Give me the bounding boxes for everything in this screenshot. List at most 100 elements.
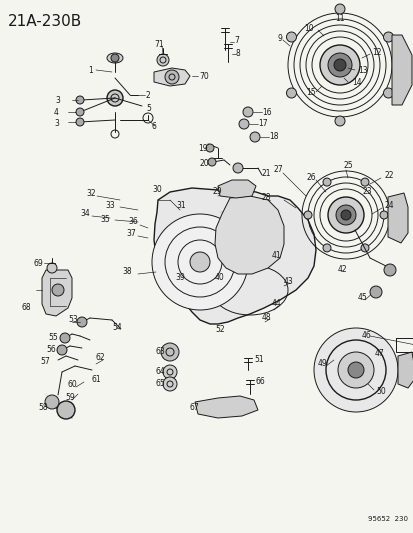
Text: 3: 3 [54, 118, 59, 127]
Text: 4: 4 [54, 108, 59, 117]
Text: 65: 65 [156, 379, 165, 389]
Text: 45: 45 [357, 294, 367, 303]
Text: 19: 19 [197, 143, 207, 152]
Circle shape [335, 205, 355, 225]
Text: 31: 31 [176, 201, 185, 211]
Text: 63: 63 [156, 348, 165, 357]
Text: 7: 7 [233, 36, 238, 44]
Text: 49: 49 [317, 359, 327, 368]
Circle shape [152, 214, 247, 310]
Text: 37: 37 [126, 229, 135, 238]
Text: 11: 11 [334, 13, 344, 22]
Circle shape [76, 108, 84, 116]
Text: 16: 16 [261, 108, 271, 117]
Circle shape [111, 54, 119, 62]
Text: 58: 58 [38, 403, 47, 413]
Polygon shape [154, 188, 315, 324]
Text: 36: 36 [128, 217, 138, 227]
Text: 22: 22 [384, 172, 394, 181]
Text: 18: 18 [268, 132, 278, 141]
Circle shape [286, 32, 296, 42]
Text: 39: 39 [175, 272, 184, 281]
Text: 26: 26 [306, 173, 316, 182]
Circle shape [221, 212, 277, 268]
Text: 50: 50 [375, 387, 385, 397]
Text: 53: 53 [68, 316, 78, 325]
Text: 24: 24 [384, 201, 394, 211]
Circle shape [340, 210, 350, 220]
Text: 52: 52 [214, 326, 224, 335]
Polygon shape [387, 193, 407, 243]
Text: 70: 70 [199, 71, 208, 80]
Text: 20: 20 [199, 158, 209, 167]
Circle shape [57, 401, 75, 419]
Circle shape [383, 264, 395, 276]
Circle shape [163, 365, 177, 379]
Text: 1: 1 [88, 66, 93, 75]
Polygon shape [391, 35, 411, 105]
Circle shape [165, 70, 178, 84]
Ellipse shape [107, 53, 123, 63]
Text: 68: 68 [22, 303, 31, 312]
Circle shape [334, 116, 344, 126]
Circle shape [157, 54, 169, 66]
Circle shape [107, 90, 123, 106]
Text: 15: 15 [305, 87, 315, 96]
Text: 14: 14 [351, 77, 361, 86]
Circle shape [360, 244, 368, 252]
Text: 56: 56 [46, 345, 56, 354]
Circle shape [76, 118, 84, 126]
Circle shape [47, 263, 57, 273]
Circle shape [57, 345, 67, 355]
Circle shape [327, 197, 363, 233]
Text: 69: 69 [34, 260, 44, 269]
Circle shape [52, 284, 64, 296]
Polygon shape [42, 270, 72, 316]
Circle shape [238, 119, 248, 129]
Polygon shape [154, 68, 190, 86]
Text: 3: 3 [55, 95, 60, 104]
Text: 8: 8 [235, 49, 240, 58]
Text: 62: 62 [96, 353, 105, 362]
Circle shape [161, 343, 178, 361]
Circle shape [322, 244, 330, 252]
Text: 17: 17 [257, 118, 267, 127]
Text: 13: 13 [357, 66, 367, 75]
Text: 40: 40 [214, 272, 224, 281]
Text: 57: 57 [40, 358, 50, 367]
Text: 59: 59 [65, 393, 75, 402]
Circle shape [77, 317, 87, 327]
Text: 44: 44 [271, 300, 281, 309]
Text: 10: 10 [303, 23, 313, 33]
Text: 43: 43 [283, 277, 293, 286]
Polygon shape [195, 396, 257, 418]
Circle shape [319, 45, 359, 85]
Text: 34: 34 [80, 208, 90, 217]
Text: 2: 2 [146, 91, 150, 100]
Circle shape [333, 59, 345, 71]
Text: 23: 23 [362, 188, 372, 197]
Text: 27: 27 [273, 166, 283, 174]
Circle shape [369, 286, 381, 298]
Text: 95652  230: 95652 230 [367, 516, 407, 522]
Polygon shape [218, 180, 255, 198]
Circle shape [233, 163, 242, 173]
Text: 41: 41 [271, 252, 281, 261]
Text: 51: 51 [254, 356, 263, 365]
Circle shape [327, 53, 351, 77]
Circle shape [207, 158, 216, 166]
Text: 5: 5 [146, 103, 150, 112]
Text: 21A-230B: 21A-230B [8, 14, 82, 29]
Text: 12: 12 [371, 47, 380, 56]
Text: 64: 64 [156, 367, 165, 376]
Text: 54: 54 [112, 324, 121, 333]
Text: 21: 21 [261, 168, 271, 177]
Text: 55: 55 [48, 334, 57, 343]
Circle shape [360, 178, 368, 186]
Text: 66: 66 [255, 377, 265, 386]
Text: 48: 48 [261, 312, 271, 321]
Circle shape [45, 395, 59, 409]
Text: 25: 25 [343, 160, 353, 169]
Text: 71: 71 [154, 39, 163, 49]
Text: 29: 29 [212, 188, 222, 197]
